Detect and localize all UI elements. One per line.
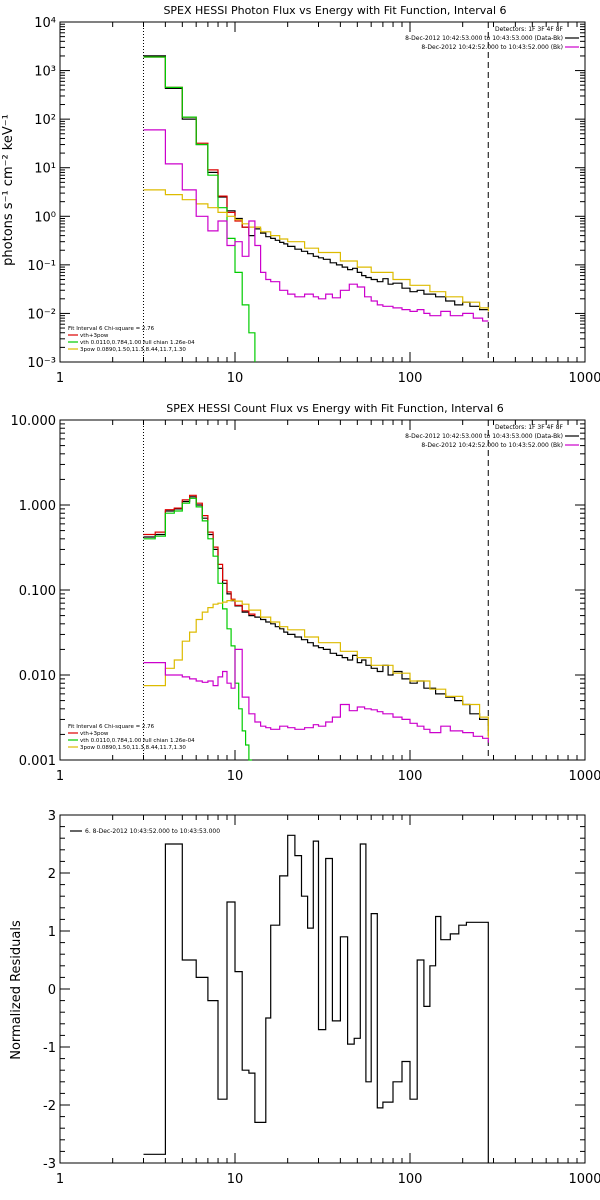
legend-entry: vth+3pow: [80, 333, 109, 339]
legend-entry: Fit Interval 6 Chi-square = 2.76: [68, 326, 155, 332]
count-flux-legend-bottom-left: Fit Interval 6 Chi-square = 2.76vth+3pow…: [68, 724, 195, 751]
series-line-6-8-dec-2012-10-43-52-000-to-10-43-53-000: [143, 834, 489, 1163]
y-tick-label: 10⁻²: [27, 307, 56, 322]
series-line-vth: [143, 497, 252, 761]
series-line-bk: [143, 648, 489, 743]
y-tick-label: 1.000: [19, 499, 56, 514]
x-tick-label: 1: [56, 371, 64, 386]
legend-entry: 8-Dec-2012 10:42:52.000 to 10:43:52.000 …: [421, 442, 563, 449]
photon-flux-legend-top-right: Detectors: 1F 3F 4F 8F 8-Dec-2012 10:42:5…: [405, 26, 579, 51]
count-flux-plot-frame: [59, 419, 586, 761]
x-tick-label: 10: [227, 1172, 244, 1187]
y-tick-label: 2: [48, 867, 56, 882]
y-tick-label: 10²: [34, 113, 56, 128]
series-line-3pow: [143, 599, 489, 739]
legend-entry: 8-Dec-2012 10:42:52.000 to 10:43:52.000 …: [421, 44, 563, 51]
y-tick-label: 0: [48, 983, 56, 998]
legend-entry: 6. 8-Dec-2012 10:43:52.000 to 10:43:53.0…: [85, 828, 220, 835]
y-tick-label: -1: [43, 1041, 56, 1056]
series-line-data-bk: [143, 55, 489, 311]
x-tick-label: 1: [56, 769, 64, 784]
y-tick-label: -2: [43, 1099, 56, 1114]
y-tick-label: 10⁻¹: [27, 259, 56, 274]
y-tick-label: 10¹: [34, 162, 56, 177]
residuals-panel: -3 -2 -1 0 1 2 3 1 10 100 1000 Normalized Residua…: [9, 809, 600, 1187]
x-tick-label: 1: [56, 1172, 64, 1187]
y-tick-label: 0.100: [19, 584, 56, 599]
x-tick-label: 10: [227, 371, 244, 386]
series-line-vth-3pow: [143, 494, 256, 617]
count-flux-title: SPEX HESSI Count Flux vs Energy with Fit…: [166, 402, 503, 415]
legend-entry: vth 0.0110,0.784,1.00 full chian 1.26e-0…: [80, 340, 195, 346]
photon-flux-title: SPEX HESSI Photon Flux vs Energy with Fi…: [163, 4, 506, 17]
y-tick-label: 0.001: [19, 754, 56, 769]
legend-entry: 8-Dec-2012 10:42:53.000 to 10:43:53.000 …: [405, 35, 563, 42]
y-tick-label: -3: [43, 1157, 56, 1172]
count-flux-panel: SPEX HESSI Count Flux vs Energy with Fit…: [11, 402, 600, 784]
series-line-3pow: [143, 189, 489, 312]
photon-flux-x-ticks: 1 10 100 1000: [56, 22, 600, 386]
photon-flux-series-group: [143, 55, 489, 362]
legend-entry: Fit Interval 6 Chi-square = 2.76: [68, 724, 155, 730]
photon-flux-legend-bottom-left: Fit Interval 6 Chi-square = 2.76vth+3pow…: [68, 326, 195, 353]
residuals-plot-frame: [59, 814, 586, 1164]
legend-entry: 3pow 0.0890,1.50,11.3,8.44,11.7,1.30: [80, 745, 186, 751]
y-tick-label: 10⁻³: [27, 356, 56, 371]
photon-flux-plot-frame: [59, 21, 586, 363]
residuals-series-group: [143, 834, 489, 1163]
residuals-y-ticks: -3 -2 -1 0 1 2 3: [43, 809, 585, 1172]
legend-entry: Detectors: 1F 3F 4F 8F: [495, 26, 564, 33]
legend-entry: 8-Dec-2012 10:42:53.000 to 10:43:53.000 …: [405, 433, 563, 440]
residuals-y-axis-label: Normalized Residuals: [9, 920, 24, 1060]
legend-entry: vth 0.0110,0.784,1.00 full chian 1.26e-0…: [80, 738, 195, 744]
photon-flux-panel: SPEX HESSI Photon Flux vs Energy with Fi…: [1, 4, 600, 386]
y-tick-label: 10³: [34, 65, 56, 80]
count-flux-reference-lines: [142, 420, 489, 760]
photon-flux-y-ticks: 10⁻³ 10⁻² 10⁻¹ 10⁰ 10¹ 10² 10³ 10⁴: [27, 16, 585, 371]
count-flux-series-group: [143, 494, 489, 761]
residuals-legend-top-left: 6. 8-Dec-2012 10:43:52.000 to 10:43:53.0…: [70, 828, 220, 835]
legend-entry: 3pow 0.0890,1.50,11.3,8.44,11.7,1.30: [80, 347, 186, 353]
x-tick-label: 10: [227, 769, 244, 784]
count-flux-y-ticks: 0.001 0.010 0.100 1.000 10.000: [11, 414, 585, 769]
y-tick-label: 0.010: [19, 669, 56, 684]
x-tick-label: 1000: [568, 371, 600, 386]
series-line-data-bk: [143, 496, 489, 731]
y-tick-label: 10⁰: [34, 210, 56, 225]
y-tick-label: 1: [48, 925, 56, 940]
legend-entry: Detectors: 1F 3F 4F 8F: [495, 424, 564, 431]
residuals-x-ticks: 1 10 100 1000: [56, 815, 600, 1187]
x-tick-label: 1000: [568, 1172, 600, 1187]
x-tick-label: 100: [398, 371, 423, 386]
y-tick-label: 3: [48, 809, 56, 824]
series-line-vth: [143, 56, 256, 362]
y-tick-label: 10⁴: [34, 16, 56, 31]
legend-entry: vth+3pow: [80, 731, 109, 737]
count-flux-x-ticks: 1 10 100 1000: [56, 420, 600, 784]
x-tick-label: 100: [398, 769, 423, 784]
count-flux-legend-top-right: Detectors: 1F 3F 4F 8F 8-Dec-2012 10:42:5…: [405, 424, 579, 449]
y-tick-label: 10.000: [11, 414, 57, 429]
photon-flux-reference-lines: [142, 22, 489, 362]
series-line-bk: [143, 129, 489, 322]
x-tick-label: 1000: [568, 769, 600, 784]
x-tick-label: 100: [398, 1172, 423, 1187]
photon-flux-y-axis-label: photons s⁻¹ cm⁻² keV⁻¹: [1, 114, 16, 266]
